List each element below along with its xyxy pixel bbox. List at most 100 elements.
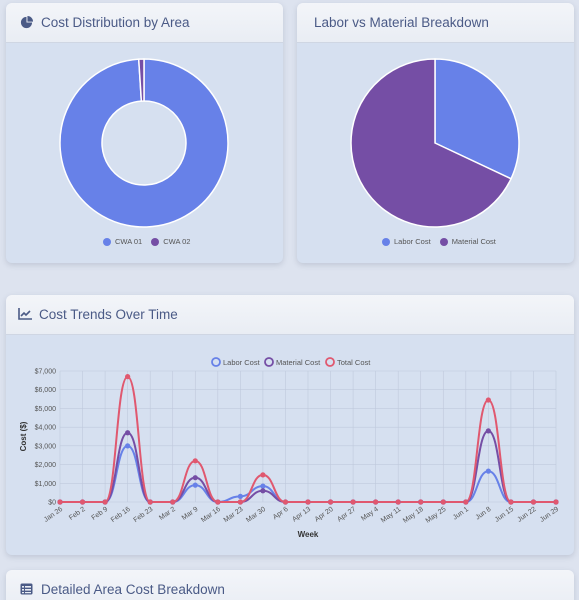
y-tick-label: $2,000 (35, 462, 57, 469)
detailed-breakdown-card: Detailed Area Cost Breakdown (6, 570, 574, 600)
doughnut-slice-cwa-02[interactable] (137, 58, 145, 102)
data-point-material-cost[interactable] (125, 430, 131, 436)
x-tick-label: May 18 (402, 506, 425, 525)
y-tick-label: $1,000 (35, 481, 57, 488)
legend-swatch-cwa02 (151, 237, 160, 246)
detailed-breakdown-header: Detailed Area Cost Breakdown (6, 570, 574, 600)
data-point-total-cost[interactable] (463, 499, 469, 505)
data-point-total-cost[interactable] (395, 499, 401, 505)
legend-item-cwa01[interactable]: CWA 01 (103, 237, 142, 246)
data-point-total-cost[interactable] (440, 499, 446, 505)
x-tick-label: Jun 29 (539, 506, 560, 524)
x-tick-label: Apr 20 (314, 506, 335, 524)
x-tick-label: Jun 1 (452, 506, 470, 522)
data-point-total-cost[interactable] (192, 458, 198, 464)
data-point-total-cost[interactable] (237, 499, 243, 505)
pie-slice-material-cost[interactable] (350, 58, 513, 228)
data-point-total-cost[interactable] (79, 499, 86, 505)
labor-material-header: Labor vs Material Breakdown (297, 3, 574, 43)
data-point-labor-cost[interactable] (192, 482, 198, 488)
data-point-total-cost[interactable] (553, 499, 559, 505)
data-point-total-cost[interactable] (215, 499, 221, 505)
legend-label-cwa02: CWA 02 (163, 237, 191, 246)
data-point-total-cost[interactable] (282, 499, 289, 505)
legend-item-material[interactable]: Material Cost (439, 237, 496, 246)
y-tick-label: $4,000 (35, 425, 57, 432)
legend-label-labor: Labor Cost (394, 237, 431, 246)
cost-trends-card: Cost Trends Over Time Labor Cost Material… (6, 295, 574, 555)
x-tick-label: Feb 23 (132, 506, 154, 524)
data-point-total-cost[interactable] (57, 499, 63, 505)
x-tick-label: Mar 16 (200, 506, 222, 524)
x-axis-label: Week (298, 530, 319, 539)
data-point-labor-cost[interactable] (260, 483, 266, 489)
x-tick-label: Apr 27 (336, 506, 357, 524)
data-point-material-cost[interactable] (485, 428, 491, 434)
data-point-total-cost[interactable] (147, 499, 153, 505)
data-point-labor-cost[interactable] (485, 468, 491, 474)
data-point-total-cost[interactable] (125, 374, 131, 380)
data-point-total-cost[interactable] (102, 499, 108, 505)
data-point-labor-cost[interactable] (125, 443, 131, 449)
x-tick-label: Mar 2 (158, 506, 177, 522)
x-tick-label: Feb 9 (91, 506, 110, 522)
data-point-total-cost[interactable] (170, 499, 176, 505)
doughnut-chart (59, 58, 229, 228)
detailed-breakdown-title: Detailed Area Cost Breakdown (41, 582, 225, 597)
data-point-total-cost[interactable] (508, 499, 514, 505)
table-icon (20, 583, 34, 597)
data-point-labor-cost[interactable] (237, 493, 243, 499)
line-chart-icon (18, 307, 32, 322)
y-axis-label: Cost ($) (19, 421, 28, 451)
data-point-total-cost[interactable] (373, 499, 379, 505)
line-legend-label: Material Cost (276, 358, 321, 367)
line-legend-item-total-cost[interactable]: Total Cost (325, 357, 371, 367)
legend-swatch-cwa01 (103, 237, 111, 246)
labor-material-card: Labor vs Material Breakdown Labor Cost M… (297, 3, 574, 263)
data-point-total-cost[interactable] (327, 499, 334, 505)
legend-swatch-labor (382, 237, 390, 246)
line-legend-swatch (211, 357, 221, 367)
cost-trends-header: Cost Trends Over Time (6, 295, 574, 335)
data-point-total-cost[interactable] (350, 499, 356, 505)
y-tick-label: $0 (48, 500, 56, 507)
pie-chart-icon (20, 15, 34, 30)
data-point-total-cost[interactable] (418, 499, 424, 505)
data-point-total-cost[interactable] (530, 499, 537, 505)
line-legend-swatch (325, 357, 335, 367)
cost-trends-title: Cost Trends Over Time (39, 307, 178, 322)
line-chart-legend: Labor Cost Material Cost Total Cost (211, 357, 371, 367)
x-tick-label: Feb 16 (110, 506, 132, 524)
line-legend-label: Labor Cost (223, 358, 261, 367)
data-point-total-cost[interactable] (305, 499, 311, 505)
labor-material-title: Labor vs Material Breakdown (314, 15, 489, 30)
legend-label-material: Material Cost (451, 237, 496, 246)
y-tick-label: $7,000 (35, 369, 57, 376)
line-legend-swatch (264, 357, 274, 367)
line-legend-item-labor-cost[interactable]: Labor Cost (211, 357, 261, 367)
line-legend-label: Total Cost (337, 358, 371, 367)
x-tick-label: May 25 (425, 506, 448, 525)
x-tick-label: May 4 (360, 506, 380, 523)
x-tick-label: Jun 8 (474, 506, 492, 522)
doughnut-slice-cwa-01[interactable] (59, 58, 229, 228)
cost-distribution-title: Cost Distribution by Area (41, 15, 190, 30)
legend-item-cwa02[interactable]: CWA 02 (151, 237, 190, 246)
pie-chart (350, 58, 520, 228)
x-tick-label: Jun 15 (494, 506, 515, 524)
data-point-material-cost[interactable] (192, 475, 198, 481)
y-tick-label: $5,000 (35, 406, 57, 413)
pie-slice-labor-cost[interactable] (434, 58, 520, 180)
data-point-total-cost[interactable] (260, 472, 266, 478)
series-points (57, 374, 559, 505)
line-legend-item-material-cost[interactable]: Material Cost (264, 357, 321, 367)
legend-swatch-material (439, 237, 448, 246)
x-tick-label: Jan 26 (43, 506, 64, 524)
legend-item-labor[interactable]: Labor Cost (382, 237, 431, 246)
data-point-total-cost[interactable] (485, 397, 491, 403)
pie-legend: Labor Cost Material Cost (382, 237, 505, 246)
x-tick-label: Mar 30 (245, 506, 267, 524)
x-tick-label: Mar 23 (223, 506, 245, 524)
y-tick-label: $6,000 (35, 387, 57, 394)
data-point-material-cost[interactable] (260, 488, 266, 494)
